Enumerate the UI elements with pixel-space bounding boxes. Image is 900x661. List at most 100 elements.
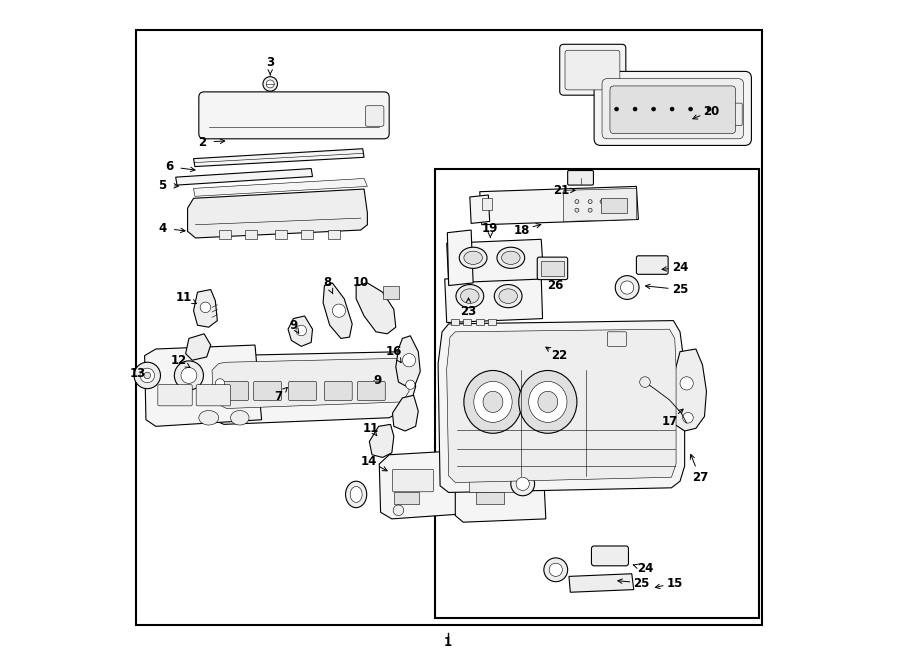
Text: 8: 8 [324,276,332,290]
Circle shape [215,379,225,388]
Polygon shape [176,169,312,185]
Polygon shape [447,230,473,286]
FancyBboxPatch shape [196,385,230,406]
Polygon shape [212,358,409,408]
Text: 27: 27 [692,471,708,484]
Polygon shape [379,451,458,519]
Ellipse shape [459,247,487,268]
Ellipse shape [518,370,577,434]
Text: 16: 16 [385,345,402,358]
Circle shape [615,107,618,111]
Ellipse shape [199,410,219,425]
Text: 7: 7 [274,390,283,403]
Text: 12: 12 [171,354,187,367]
Text: 9: 9 [289,319,298,332]
Text: 6: 6 [165,160,173,173]
Circle shape [670,107,674,111]
Circle shape [683,412,693,423]
Ellipse shape [464,370,522,434]
Circle shape [266,80,274,88]
Text: 10: 10 [353,276,369,290]
FancyBboxPatch shape [324,381,352,401]
Bar [489,319,496,325]
Circle shape [600,200,604,204]
Text: 26: 26 [547,279,564,292]
Polygon shape [194,178,367,196]
FancyBboxPatch shape [365,106,384,126]
FancyBboxPatch shape [392,469,434,492]
Text: 11: 11 [363,422,379,435]
Circle shape [332,304,346,317]
Bar [451,319,459,325]
Circle shape [575,200,579,204]
Bar [328,230,339,239]
Bar [476,492,504,504]
Circle shape [296,325,307,336]
Text: 24: 24 [671,261,688,274]
Ellipse shape [456,284,483,307]
Circle shape [633,107,637,111]
Circle shape [588,208,592,212]
Text: 1: 1 [444,636,452,649]
Circle shape [613,200,617,204]
Polygon shape [185,334,211,360]
Ellipse shape [497,247,525,268]
Text: 17: 17 [662,415,678,428]
Text: 5: 5 [158,178,166,192]
Ellipse shape [350,486,362,502]
Polygon shape [365,370,389,401]
Ellipse shape [473,381,512,422]
Circle shape [575,208,579,212]
Circle shape [393,505,404,516]
Text: 3: 3 [266,56,274,69]
Circle shape [263,77,277,91]
FancyBboxPatch shape [560,44,625,95]
Circle shape [640,377,651,387]
Polygon shape [194,290,217,327]
Circle shape [549,563,562,576]
Bar [136,30,762,625]
Polygon shape [204,352,416,424]
FancyBboxPatch shape [199,92,389,139]
Bar [469,469,516,492]
Text: 21: 21 [553,184,569,197]
Circle shape [516,477,529,490]
Bar [274,230,287,239]
Polygon shape [323,283,352,338]
Polygon shape [145,345,262,426]
Circle shape [181,368,197,383]
Polygon shape [369,424,394,457]
Polygon shape [671,349,706,431]
Circle shape [652,107,655,111]
Polygon shape [470,195,490,223]
FancyBboxPatch shape [357,381,385,401]
Text: 15: 15 [667,576,683,590]
Polygon shape [396,336,420,387]
Circle shape [688,107,693,111]
FancyBboxPatch shape [565,50,620,90]
Text: 25: 25 [634,576,650,590]
Bar [436,169,760,618]
FancyBboxPatch shape [602,79,743,139]
Text: 18: 18 [513,223,529,237]
Text: 2: 2 [198,136,206,149]
Text: 4: 4 [158,221,166,235]
FancyBboxPatch shape [594,71,752,145]
Bar [541,261,563,276]
Polygon shape [446,329,676,483]
Circle shape [620,281,634,294]
Text: 24: 24 [637,562,653,575]
Circle shape [511,472,535,496]
Bar [302,230,313,239]
Circle shape [406,380,415,389]
FancyBboxPatch shape [610,86,735,134]
Ellipse shape [499,289,517,303]
Ellipse shape [346,481,366,508]
Circle shape [680,377,693,390]
FancyBboxPatch shape [289,381,317,401]
Bar [219,230,230,239]
Bar [394,492,418,504]
Polygon shape [446,239,544,283]
Ellipse shape [528,381,567,422]
Polygon shape [356,283,396,334]
